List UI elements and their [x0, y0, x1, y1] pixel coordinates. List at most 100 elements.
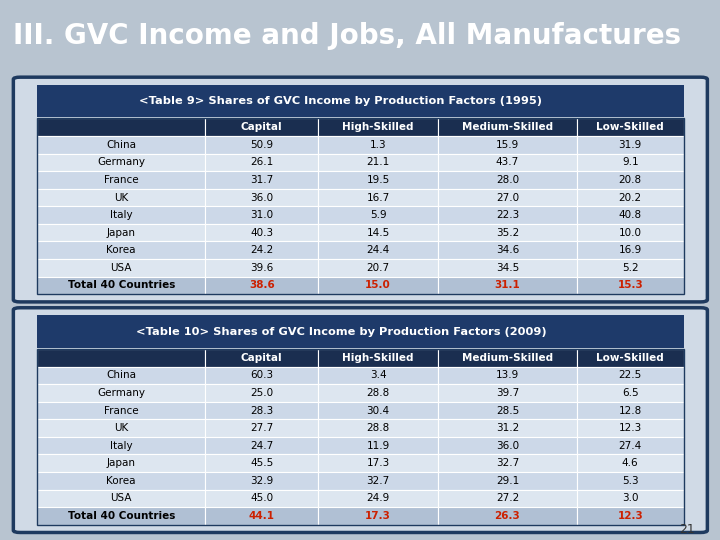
- Text: Total 40 Countries: Total 40 Countries: [68, 280, 175, 291]
- FancyBboxPatch shape: [37, 241, 205, 259]
- FancyBboxPatch shape: [318, 276, 438, 294]
- FancyBboxPatch shape: [438, 206, 577, 224]
- Text: 20.7: 20.7: [366, 263, 390, 273]
- FancyBboxPatch shape: [37, 437, 205, 455]
- Text: 27.4: 27.4: [618, 441, 642, 451]
- Text: High-Skilled: High-Skilled: [343, 353, 414, 363]
- Text: 39.6: 39.6: [250, 263, 274, 273]
- Text: 45.0: 45.0: [251, 494, 274, 503]
- FancyBboxPatch shape: [577, 276, 683, 294]
- Text: III. GVC Income and Jobs, All Manufactures: III. GVC Income and Jobs, All Manufactur…: [13, 23, 681, 50]
- Text: High-Skilled: High-Skilled: [343, 122, 414, 132]
- Text: 28.5: 28.5: [496, 406, 519, 415]
- Text: 31.0: 31.0: [251, 210, 274, 220]
- FancyBboxPatch shape: [205, 259, 318, 276]
- Text: UK: UK: [114, 423, 128, 433]
- FancyBboxPatch shape: [438, 276, 577, 294]
- Text: 31.9: 31.9: [618, 140, 642, 150]
- FancyBboxPatch shape: [37, 85, 683, 117]
- Text: 31.7: 31.7: [250, 175, 274, 185]
- FancyBboxPatch shape: [318, 472, 438, 490]
- FancyBboxPatch shape: [577, 118, 683, 136]
- Text: 5.2: 5.2: [622, 263, 639, 273]
- FancyBboxPatch shape: [37, 490, 205, 507]
- FancyBboxPatch shape: [205, 507, 318, 525]
- FancyBboxPatch shape: [205, 276, 318, 294]
- Text: 4.6: 4.6: [622, 458, 639, 468]
- FancyBboxPatch shape: [37, 420, 205, 437]
- Text: 36.0: 36.0: [251, 193, 274, 202]
- FancyBboxPatch shape: [318, 455, 438, 472]
- Text: 9.1: 9.1: [622, 157, 639, 167]
- FancyBboxPatch shape: [318, 507, 438, 525]
- Text: 20.2: 20.2: [618, 193, 642, 202]
- Text: USA: USA: [110, 494, 132, 503]
- Text: 12.3: 12.3: [617, 511, 643, 521]
- Text: 19.5: 19.5: [366, 175, 390, 185]
- Text: 14.5: 14.5: [366, 228, 390, 238]
- FancyBboxPatch shape: [205, 437, 318, 455]
- FancyBboxPatch shape: [318, 259, 438, 276]
- Text: 3.0: 3.0: [622, 494, 639, 503]
- Text: 21: 21: [679, 523, 695, 536]
- Text: 22.3: 22.3: [496, 210, 519, 220]
- FancyBboxPatch shape: [37, 206, 205, 224]
- Text: 45.5: 45.5: [250, 458, 274, 468]
- Text: 1.3: 1.3: [370, 140, 387, 150]
- Text: 44.1: 44.1: [249, 511, 275, 521]
- Text: Total 40 Countries: Total 40 Countries: [68, 511, 175, 521]
- FancyBboxPatch shape: [318, 118, 438, 136]
- Text: 50.9: 50.9: [251, 140, 274, 150]
- FancyBboxPatch shape: [37, 455, 205, 472]
- Text: 29.1: 29.1: [496, 476, 519, 486]
- FancyBboxPatch shape: [37, 136, 205, 153]
- FancyBboxPatch shape: [318, 384, 438, 402]
- FancyBboxPatch shape: [205, 118, 318, 136]
- FancyBboxPatch shape: [577, 402, 683, 420]
- FancyBboxPatch shape: [14, 308, 707, 532]
- FancyBboxPatch shape: [205, 189, 318, 206]
- Text: USA: USA: [110, 263, 132, 273]
- FancyBboxPatch shape: [438, 420, 577, 437]
- FancyBboxPatch shape: [577, 259, 683, 276]
- FancyBboxPatch shape: [438, 402, 577, 420]
- FancyBboxPatch shape: [438, 118, 577, 136]
- Text: 5.9: 5.9: [370, 210, 387, 220]
- Text: 31.2: 31.2: [496, 423, 519, 433]
- Text: Germany: Germany: [97, 157, 145, 167]
- FancyBboxPatch shape: [205, 455, 318, 472]
- FancyBboxPatch shape: [37, 367, 205, 384]
- Text: 13.9: 13.9: [496, 370, 519, 380]
- Text: 15.3: 15.3: [617, 280, 643, 291]
- FancyBboxPatch shape: [318, 171, 438, 189]
- Text: 28.8: 28.8: [366, 388, 390, 398]
- FancyBboxPatch shape: [205, 420, 318, 437]
- Text: 27.2: 27.2: [496, 494, 519, 503]
- FancyBboxPatch shape: [205, 490, 318, 507]
- Text: 5.3: 5.3: [622, 476, 639, 486]
- Text: 16.7: 16.7: [366, 193, 390, 202]
- FancyBboxPatch shape: [205, 136, 318, 153]
- Text: 36.0: 36.0: [496, 441, 519, 451]
- FancyBboxPatch shape: [438, 136, 577, 153]
- FancyBboxPatch shape: [318, 367, 438, 384]
- Text: 24.2: 24.2: [250, 245, 274, 255]
- FancyBboxPatch shape: [438, 349, 577, 367]
- FancyBboxPatch shape: [205, 241, 318, 259]
- Text: 27.0: 27.0: [496, 193, 519, 202]
- FancyBboxPatch shape: [318, 490, 438, 507]
- Text: 30.4: 30.4: [366, 406, 390, 415]
- FancyBboxPatch shape: [577, 507, 683, 525]
- Text: 24.9: 24.9: [366, 494, 390, 503]
- Text: 27.7: 27.7: [250, 423, 274, 433]
- FancyBboxPatch shape: [318, 437, 438, 455]
- FancyBboxPatch shape: [318, 206, 438, 224]
- Text: 39.7: 39.7: [496, 388, 519, 398]
- Text: Capital: Capital: [241, 353, 282, 363]
- FancyBboxPatch shape: [205, 224, 318, 241]
- FancyBboxPatch shape: [438, 224, 577, 241]
- Text: 24.4: 24.4: [366, 245, 390, 255]
- Text: 35.2: 35.2: [496, 228, 519, 238]
- Text: 40.3: 40.3: [251, 228, 274, 238]
- FancyBboxPatch shape: [577, 136, 683, 153]
